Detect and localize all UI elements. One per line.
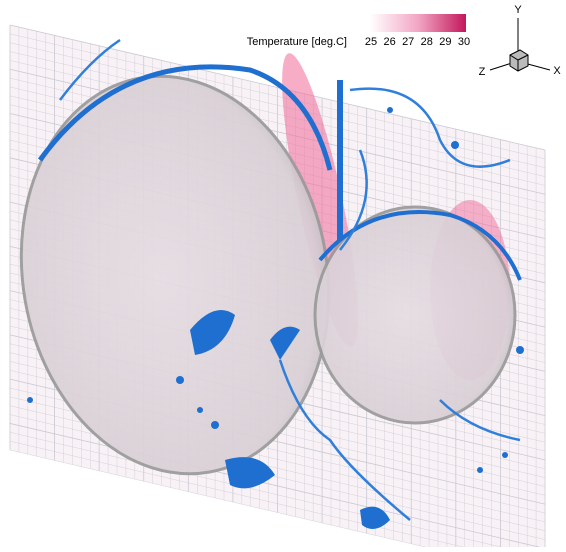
colorbar	[370, 14, 466, 32]
colorbar-tick-label: 26	[383, 36, 395, 48]
colorbar-tick-label: 30	[458, 36, 470, 48]
small-disk	[315, 207, 515, 423]
rod	[337, 80, 343, 240]
colorbar-tick-label: 27	[402, 36, 414, 48]
axis-label: X	[553, 65, 561, 77]
legend-title: Temperature [deg.C]	[247, 36, 347, 48]
axis-triad	[490, 18, 550, 71]
colorbar-tick-label: 28	[421, 36, 433, 48]
colorbar-ticks: 25 26 27 28 29 30	[365, 36, 470, 48]
scene: Temperature [deg.C] 25 26 27 28 29 30 Y X Z	[0, 0, 566, 547]
colorbar-tick-label: 29	[439, 36, 451, 48]
axis-label: Z	[479, 66, 486, 78]
colorbar-tick-label: 25	[365, 36, 377, 48]
axis-label: Y	[514, 4, 522, 16]
